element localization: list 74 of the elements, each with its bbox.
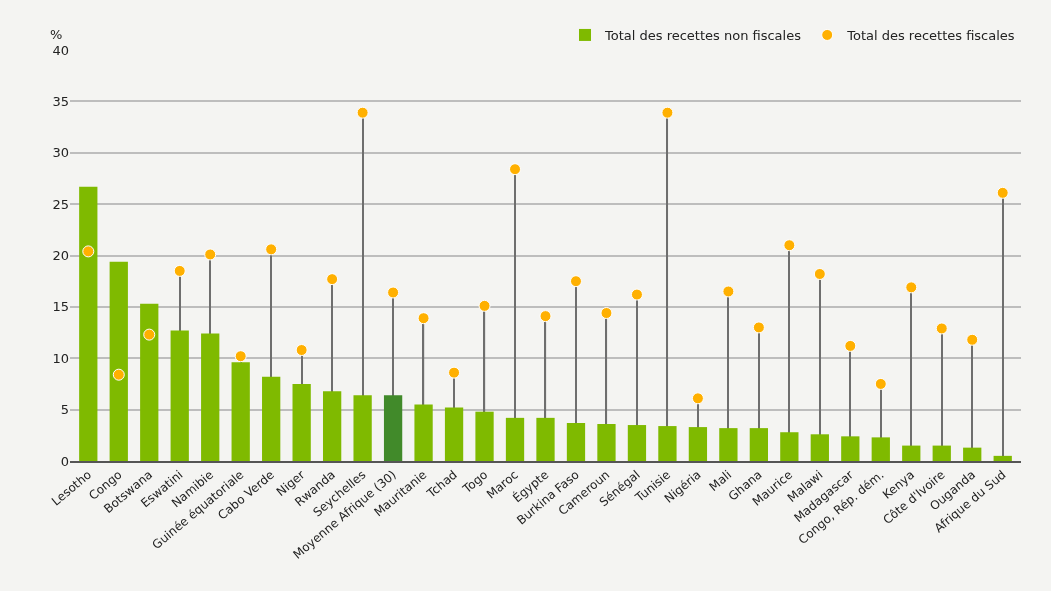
legend-label: Total des recettes non fiscales [604,28,802,44]
point [417,312,430,325]
point [509,163,522,176]
y-tick-label: 20 [52,248,69,264]
point [691,392,704,405]
y-tick-label: 10 [52,350,69,366]
bar [414,404,433,461]
point [204,248,217,261]
point [844,339,857,352]
point [82,245,95,258]
y-tick-label: 40 [52,42,69,58]
bar [627,425,647,461]
point [722,285,735,298]
y-tick-label: 35 [52,93,69,109]
bar [292,383,311,461]
bar [109,261,128,461]
bar [322,391,342,461]
y-tick-label: 25 [52,196,69,212]
bar [749,428,769,461]
bar [597,424,616,461]
bar [963,447,982,461]
point [265,243,278,256]
bar [201,333,220,461]
point [966,333,979,346]
bar [444,407,464,461]
bar [688,427,708,461]
bar [140,303,159,461]
bar [841,436,860,461]
y-tick-label: 0 [60,453,69,469]
point [661,106,674,119]
bar [475,411,494,461]
point [752,321,765,334]
point [600,307,613,320]
bar [566,422,586,461]
y-tick-label: 30 [52,145,69,161]
point [326,273,339,286]
point [295,344,308,357]
point [478,299,491,312]
y-axis-title: % [50,27,63,42]
bar [780,432,799,461]
point [874,377,887,390]
bar [902,445,921,461]
point [143,328,156,341]
bar [932,445,951,461]
bar [993,455,1012,461]
bar [383,395,403,461]
point [935,322,948,335]
point [356,106,369,119]
point [234,350,247,363]
point [569,275,582,288]
bar [810,434,829,461]
y-tick-label: 15 [52,299,69,315]
bar [262,376,281,461]
bar [353,395,372,461]
point [630,288,643,301]
point [173,264,186,277]
point [539,310,552,323]
point [112,368,125,381]
y-tick-label: 5 [60,402,69,418]
bar [871,437,890,461]
point [448,366,461,379]
bar [505,417,525,461]
point [996,186,1009,199]
bar [536,417,555,461]
point [813,268,826,280]
point [387,286,400,299]
point [905,281,918,294]
bar [231,362,250,461]
point [783,239,796,252]
bar [170,330,189,461]
legend-label: Total des recettes fiscales [846,28,1015,44]
bar [719,428,738,461]
bar [658,426,677,461]
bar [79,186,98,461]
